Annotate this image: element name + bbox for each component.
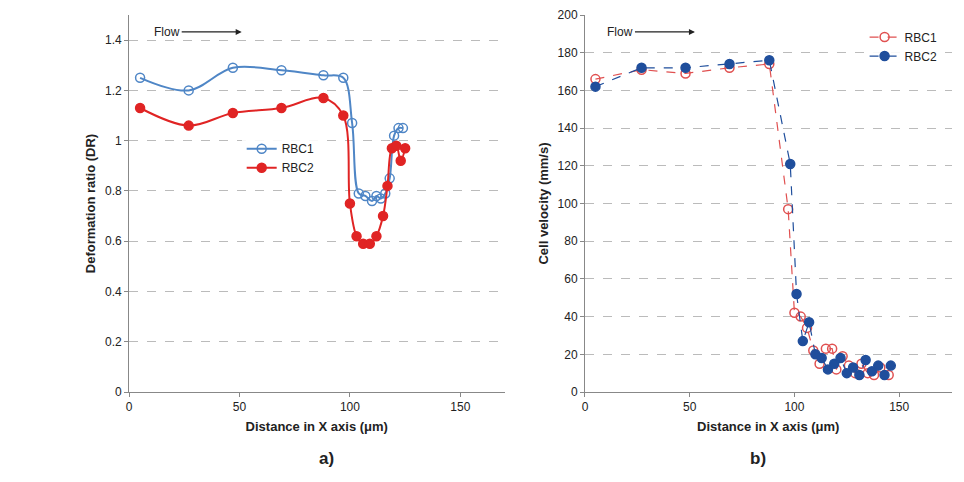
svg-text:0: 0 bbox=[115, 385, 122, 399]
svg-text:a): a) bbox=[319, 449, 334, 468]
svg-text:180: 180 bbox=[558, 46, 578, 60]
svg-text:Deformation ratio (DR): Deformation ratio (DR) bbox=[83, 134, 98, 273]
svg-text:0.8: 0.8 bbox=[105, 184, 122, 198]
svg-text:120: 120 bbox=[558, 159, 578, 173]
svg-text:0: 0 bbox=[571, 385, 578, 399]
svg-text:100: 100 bbox=[558, 197, 578, 211]
svg-text:40: 40 bbox=[564, 310, 578, 324]
svg-text:0: 0 bbox=[126, 400, 133, 414]
svg-text:150: 150 bbox=[889, 400, 909, 414]
svg-text:Distance in X axis (μm): Distance in X axis (μm) bbox=[697, 419, 839, 434]
svg-text:20: 20 bbox=[564, 348, 578, 362]
svg-text:Flow: Flow bbox=[607, 25, 633, 39]
svg-text:1: 1 bbox=[115, 134, 122, 148]
svg-text:0.2: 0.2 bbox=[105, 335, 122, 349]
svg-text:RBC2: RBC2 bbox=[905, 50, 937, 64]
svg-text:b): b) bbox=[750, 449, 766, 468]
svg-text:0.4: 0.4 bbox=[105, 285, 122, 299]
svg-text:140: 140 bbox=[558, 121, 578, 135]
svg-text:RBC1: RBC1 bbox=[282, 142, 314, 156]
svg-text:1.4: 1.4 bbox=[105, 33, 122, 47]
svg-text:150: 150 bbox=[450, 400, 470, 414]
svg-text:50: 50 bbox=[683, 400, 697, 414]
svg-text:50: 50 bbox=[233, 400, 247, 414]
svg-text:100: 100 bbox=[784, 400, 804, 414]
svg-text:RBC2: RBC2 bbox=[282, 161, 314, 175]
svg-text:Flow: Flow bbox=[154, 25, 180, 39]
svg-text:0.6: 0.6 bbox=[105, 234, 122, 248]
svg-text:160: 160 bbox=[558, 84, 578, 98]
svg-text:100: 100 bbox=[340, 400, 360, 414]
svg-text:Cell velocity (mm/s): Cell velocity (mm/s) bbox=[536, 142, 551, 264]
svg-text:Distance in X axis (μm): Distance in X axis (μm) bbox=[246, 419, 388, 434]
svg-text:0: 0 bbox=[582, 400, 589, 414]
svg-text:200: 200 bbox=[558, 8, 578, 22]
svg-text:80: 80 bbox=[564, 234, 578, 248]
svg-text:RBC1: RBC1 bbox=[905, 31, 937, 45]
svg-text:60: 60 bbox=[564, 272, 578, 286]
svg-text:1.2: 1.2 bbox=[105, 84, 122, 98]
